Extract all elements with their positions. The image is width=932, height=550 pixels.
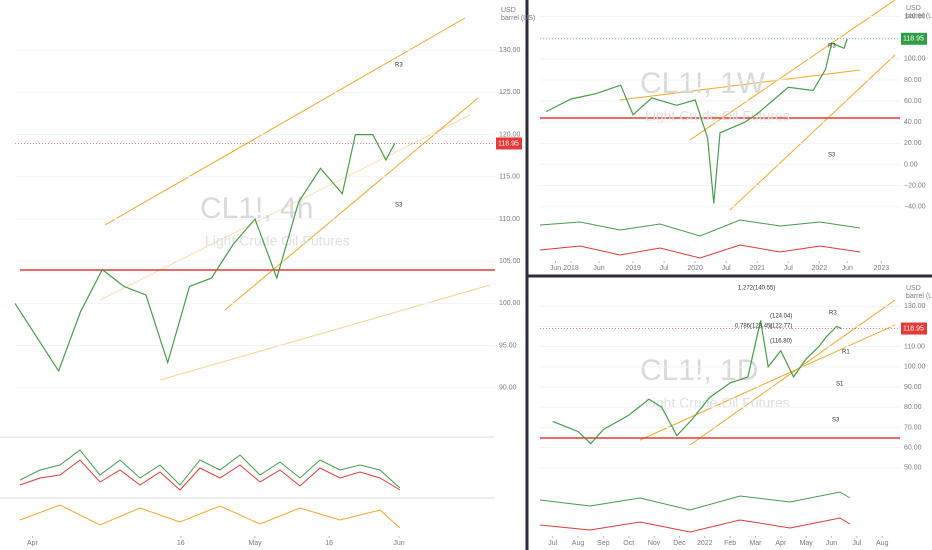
- price-line: [14, 134, 396, 373]
- annotation: (124.04): [770, 314, 792, 320]
- annotation: S1: [836, 382, 844, 388]
- y-tick-label: 90.00: [499, 385, 517, 392]
- price-label: 118.95: [498, 140, 519, 147]
- annotation: S3: [832, 418, 840, 424]
- x-tick-label: Jun: [593, 265, 604, 272]
- x-tick-label: Jun: [826, 540, 837, 547]
- price-box: [901, 32, 927, 45]
- y-tick-label: 0.00: [904, 161, 918, 168]
- x-tick-label: Mar: [749, 540, 762, 547]
- x-tick-label: Aug: [572, 540, 585, 547]
- watermark-title: CL1!, 1W: [640, 67, 766, 100]
- price-label: 118.95: [903, 325, 924, 332]
- y-tick-label: 120.00: [499, 131, 521, 138]
- price-line: [545, 38, 848, 204]
- watermark-subtitle: Light Crude Oil Futures: [205, 233, 350, 249]
- annotation: (116.80): [770, 339, 792, 345]
- x-tick-label: Jun: [550, 265, 561, 272]
- x-tick-label: 2021: [749, 265, 765, 272]
- x-tick-label: Apr: [27, 540, 39, 547]
- unit: USD: [501, 7, 516, 14]
- x-tick-label: Dec: [673, 540, 686, 547]
- annotation: R3: [395, 63, 403, 69]
- annotation: R3: [828, 44, 836, 50]
- watermark-subtitle: Light Crude Oil Futures: [645, 395, 790, 411]
- y-tick-label: 115.00: [499, 174, 520, 181]
- unit-sub: barrel (US): [906, 13, 932, 20]
- watermark-subtitle: Light Crude Oil Futures: [645, 108, 790, 124]
- unit-sub: barrel (US): [906, 293, 932, 300]
- annotation: R1: [842, 350, 850, 356]
- annotation: 0.786(123.45): [735, 324, 772, 330]
- price-box: [496, 137, 522, 150]
- y-tick-label: 130.00: [904, 303, 926, 310]
- y-tick-label: 60.00: [904, 98, 922, 105]
- y-tick-label: 100.00: [499, 300, 521, 307]
- annotation: S3: [828, 153, 836, 159]
- annotation: 1.272(140.55): [738, 286, 775, 292]
- oscillators: [0, 219, 861, 533]
- y-tick-label: 105.00: [499, 258, 521, 265]
- unit: USD: [906, 5, 921, 12]
- y-tick-label: 80.00: [904, 404, 922, 411]
- y-tick-label: 125.00: [499, 89, 521, 96]
- y-tick-label: 20.00: [904, 140, 922, 147]
- y-tick-label: 110.00: [499, 216, 520, 223]
- x-tick-label: Jul: [548, 540, 557, 547]
- y-tick-label: 95.00: [499, 342, 517, 349]
- y-tick-label: 50.00: [904, 465, 922, 472]
- annotation: R3: [829, 311, 837, 317]
- x-tick-label: 16: [177, 540, 185, 547]
- support-lines: [20, 117, 900, 439]
- y-tick-label: 130.00: [499, 47, 521, 54]
- x-tick-label: Apr: [775, 540, 787, 547]
- x-tick-label: Nov: [648, 540, 661, 547]
- x-tick-label: May: [800, 540, 814, 547]
- price-label: 118.95: [903, 36, 924, 43]
- x-tick-label: 2022: [697, 540, 713, 547]
- y-tick-label: 70.00: [904, 424, 922, 431]
- x-tick-label: 2020: [687, 265, 703, 272]
- x-tick-label: Aug: [876, 540, 889, 547]
- x-tick-label: Sep: [597, 540, 610, 547]
- x-tick-label: 2022: [812, 265, 828, 272]
- x-tick-label: Jun: [393, 540, 404, 547]
- x-tick-label: Oct: [623, 540, 634, 547]
- x-tick-label: 16: [325, 540, 333, 547]
- x-tick-label: Jul: [784, 265, 793, 272]
- unit-sub: barrel (US): [501, 15, 535, 22]
- annotation: S3: [395, 203, 403, 209]
- x-tick-label: 2018: [563, 265, 579, 272]
- watermark-title: CL1!, 1D: [640, 354, 758, 387]
- y-tick-label: 80.00: [904, 77, 922, 84]
- x-tick-label: Jul: [852, 540, 861, 547]
- x-tick-label: Jul: [660, 265, 669, 272]
- y-tick-label: 140.00: [904, 13, 926, 20]
- y-tick-label: 100.00: [904, 56, 926, 63]
- x-tick-label: Feb: [724, 540, 736, 547]
- x-tick-label: Jul: [722, 265, 731, 272]
- y-tick-label: 100.00: [904, 364, 926, 371]
- price-line: [552, 320, 842, 445]
- channels: [99, 0, 896, 446]
- y-tick-label: −20.00: [904, 182, 926, 189]
- x-tick-label: Jun: [842, 265, 853, 272]
- annotation: (122.77): [770, 324, 792, 330]
- y-tick-label: 110.00: [904, 343, 925, 350]
- y-tick-label: 60.00: [904, 445, 922, 452]
- x-tick-label: 2023: [874, 265, 890, 272]
- unit: USD: [906, 285, 921, 292]
- x-tick-label: May: [248, 540, 262, 547]
- price-box: [901, 322, 927, 335]
- x-tick-label: 2019: [625, 265, 641, 272]
- y-tick-label: 40.00: [904, 119, 922, 126]
- y-tick-label: 90.00: [904, 384, 922, 391]
- y-tick-label: −40.00: [904, 204, 926, 211]
